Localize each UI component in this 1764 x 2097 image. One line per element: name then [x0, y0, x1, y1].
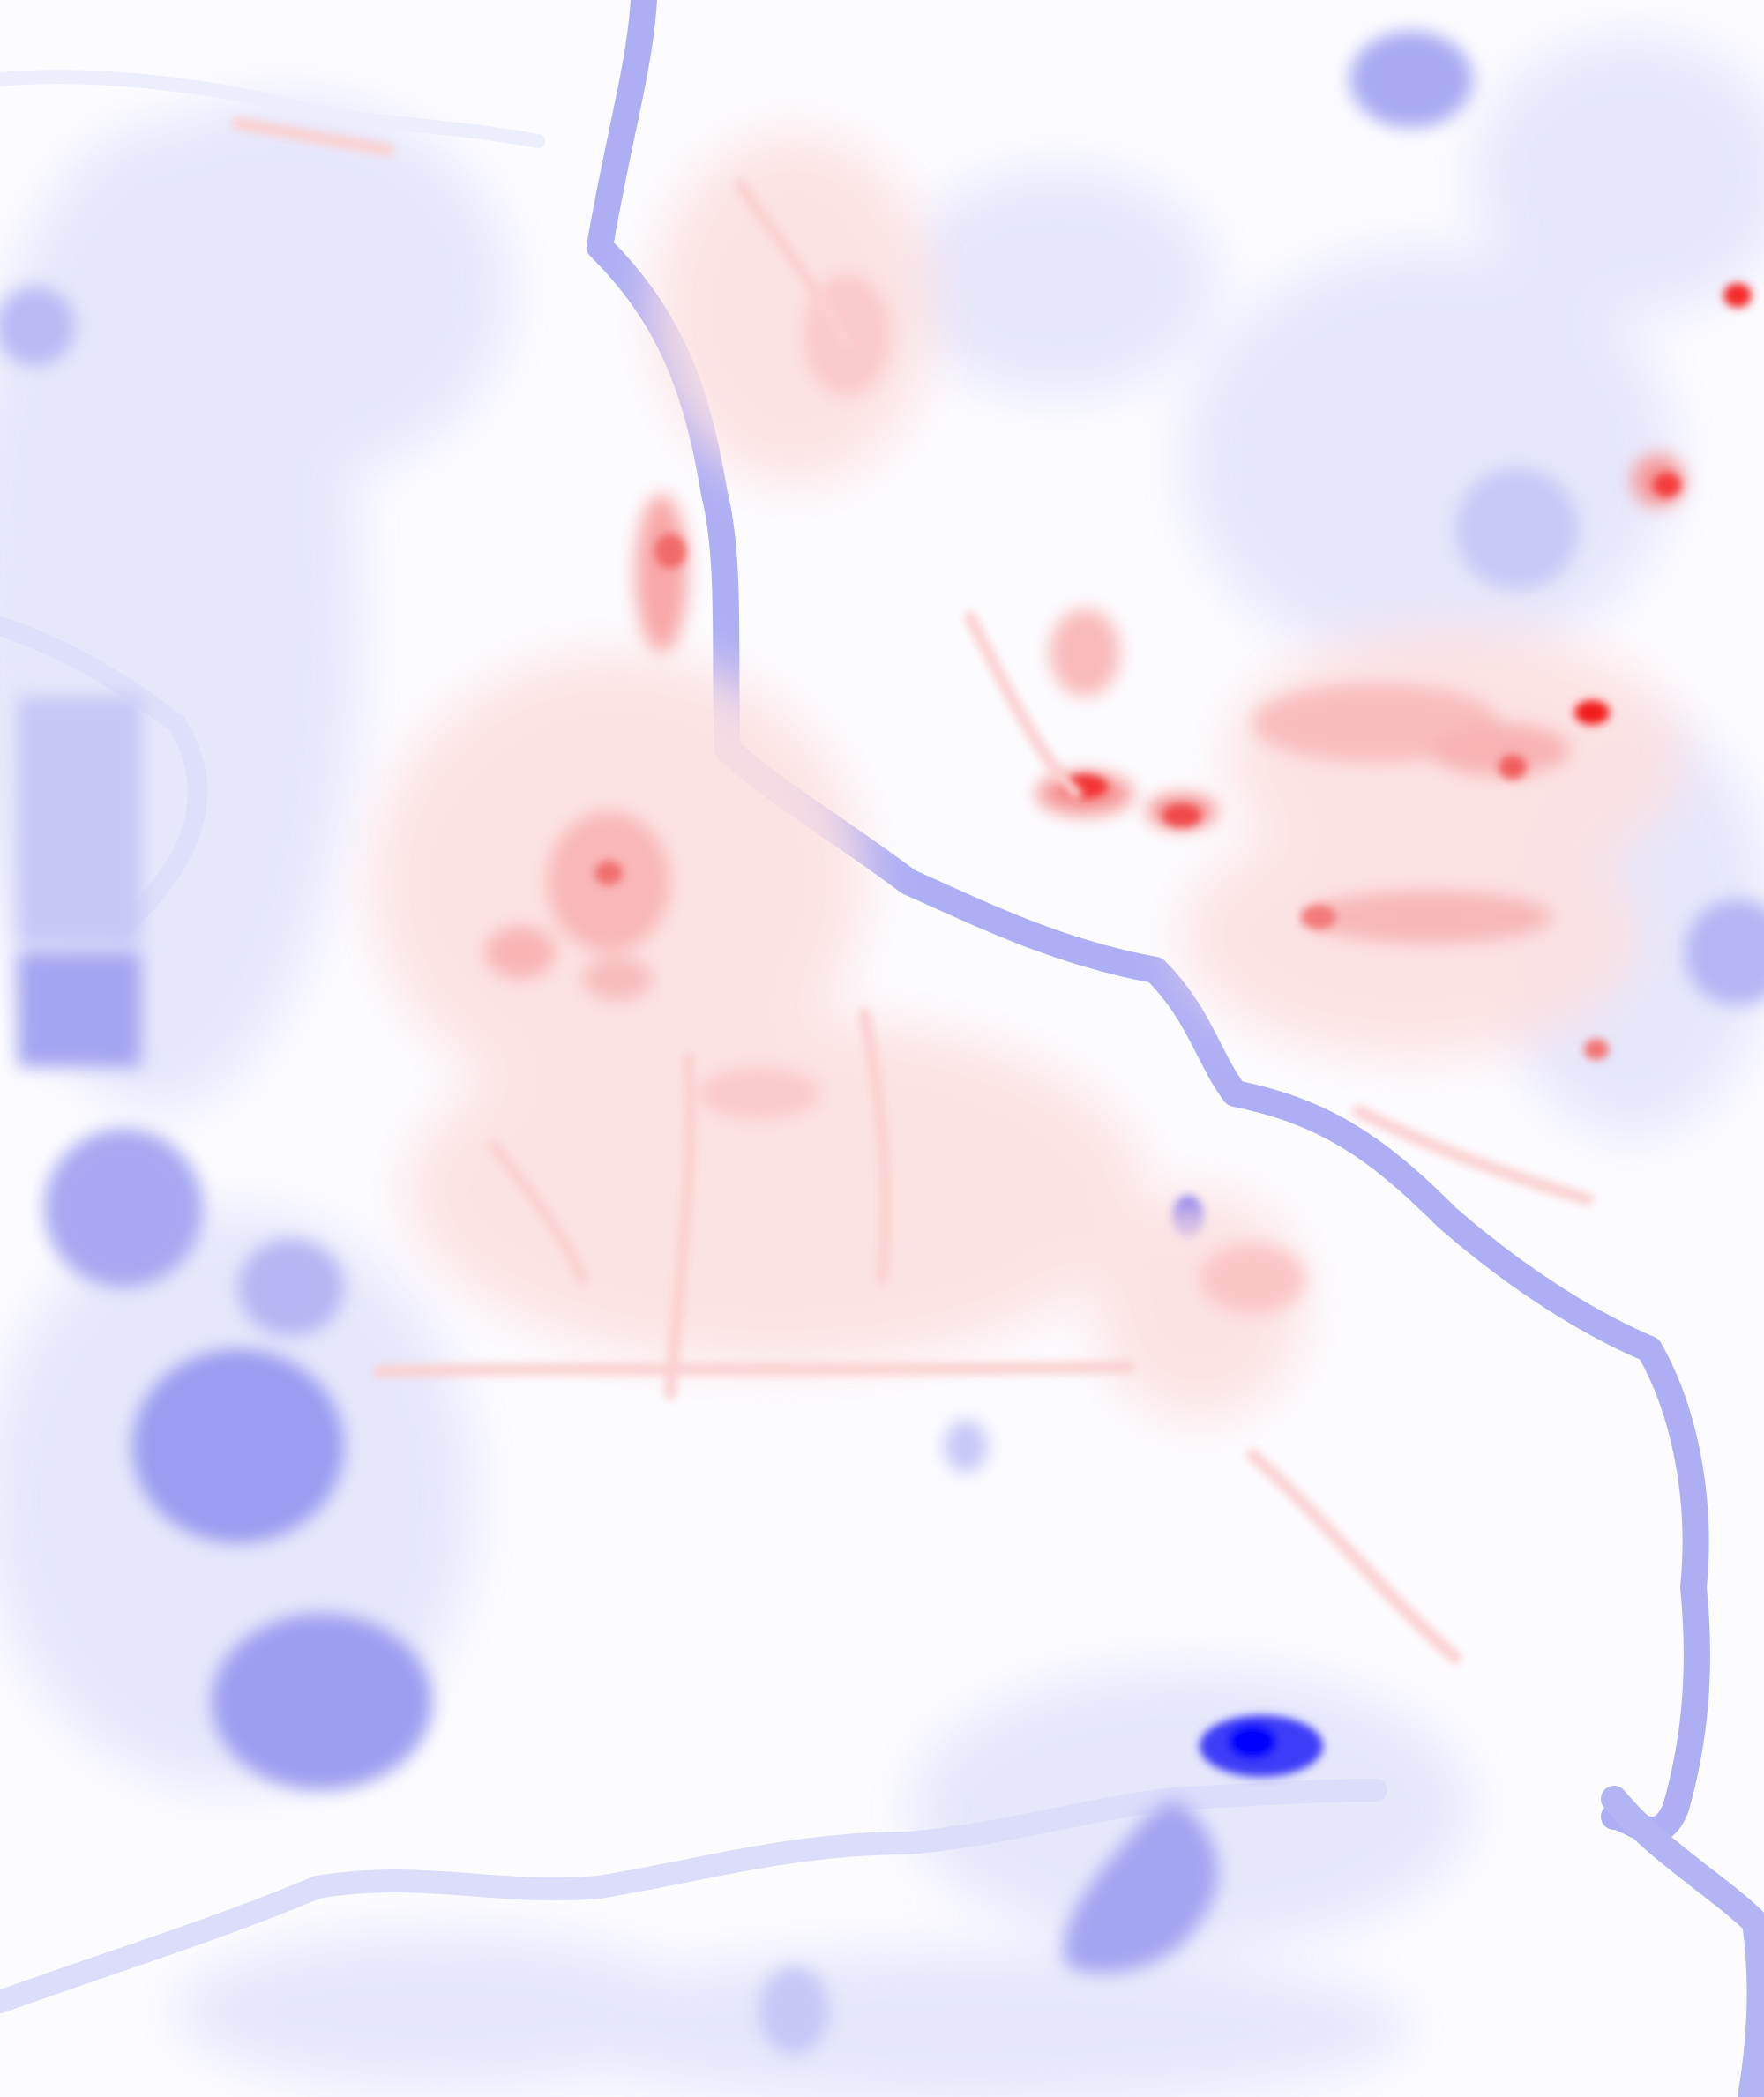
hotspot-e — [1162, 804, 1201, 827]
water-bodies — [0, 31, 1764, 2055]
lake-south-small — [759, 1966, 829, 2055]
lake-east-mid — [1685, 899, 1764, 1005]
hotspot-f — [654, 534, 686, 569]
hotspot-i — [1584, 1039, 1609, 1060]
northwest-channel — [0, 70, 545, 148]
lake-southwest-lower — [212, 1614, 432, 1790]
lake-east-upper — [1455, 467, 1579, 591]
lake-northwest — [0, 287, 75, 366]
hotspot-h — [1301, 905, 1336, 929]
west-block-1 — [18, 952, 141, 1067]
hotspot-a — [1574, 700, 1610, 725]
lake-south-elongated — [1064, 1799, 1219, 1974]
hotspot-g — [1499, 755, 1527, 780]
lower-river — [1601, 1786, 1764, 2097]
lake-west-small — [238, 1239, 344, 1336]
southern-channel — [0, 1779, 1387, 2013]
hotspot-c — [1653, 473, 1681, 497]
west-tributary — [0, 616, 208, 944]
lake-west-mid — [44, 1129, 203, 1287]
hotspot-j — [594, 861, 623, 885]
pond-center — [944, 1420, 988, 1473]
hotspot-b — [1723, 283, 1752, 308]
positive-hotspots — [594, 283, 1752, 1060]
positive-streaks — [232, 117, 1594, 1664]
west-block-2 — [18, 697, 141, 944]
lake-northeast — [1349, 31, 1473, 128]
lake-southwest-large — [132, 1349, 344, 1543]
low-value-haze — [0, 35, 1764, 2097]
